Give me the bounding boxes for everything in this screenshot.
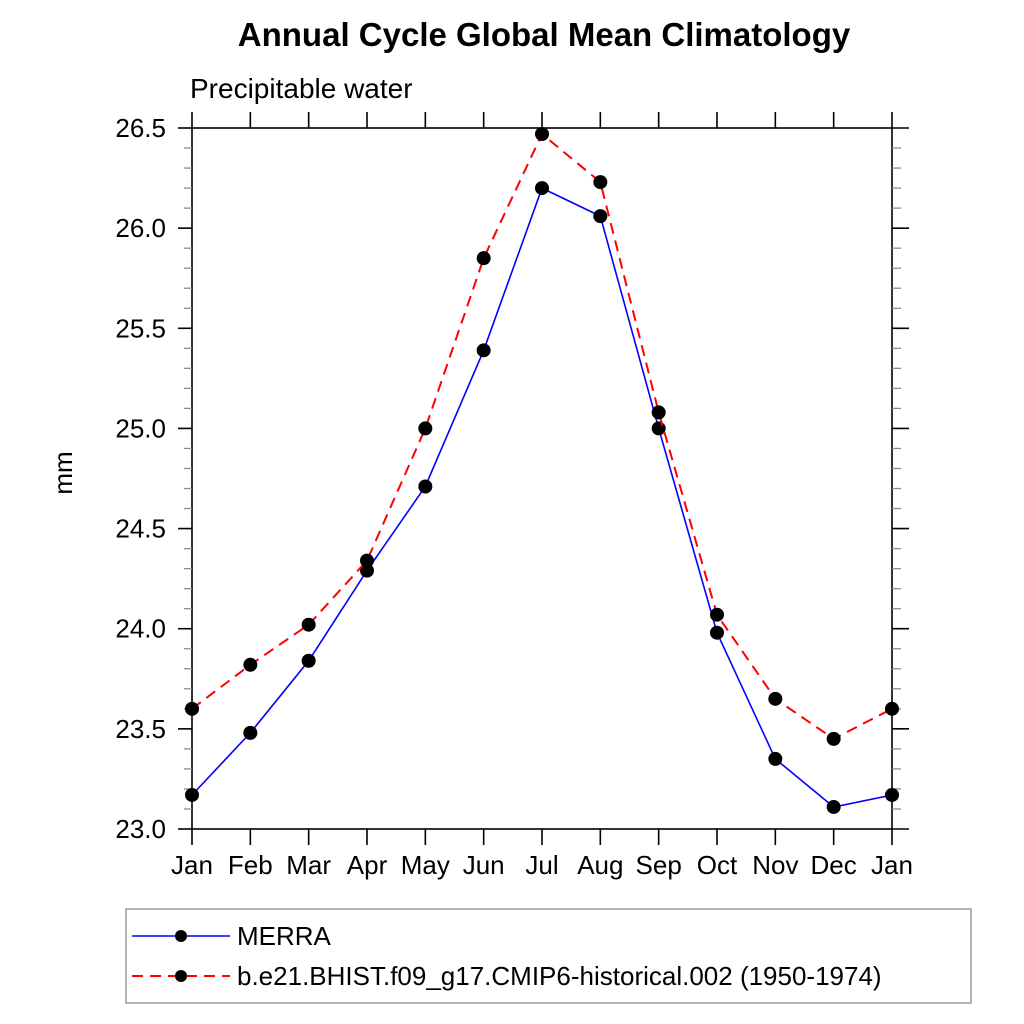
x-tick-label: Feb	[228, 850, 273, 880]
x-tick-label: Jan	[871, 850, 913, 880]
data-point	[360, 553, 374, 568]
legend: MERRA b.e21.BHIST.f09_g17.CMIP6-historica…	[125, 908, 972, 1004]
x-tick-label: Nov	[752, 850, 798, 880]
data-point	[185, 787, 199, 802]
data-point	[768, 751, 783, 766]
data-point	[243, 657, 258, 672]
data-point	[710, 625, 724, 640]
legend-marker	[175, 930, 187, 942]
y-tick-label: 26.5	[115, 113, 166, 143]
legend-box	[125, 908, 972, 1004]
chart-title: Annual Cycle Global Mean Climatology	[238, 16, 851, 53]
data-point	[826, 799, 841, 814]
y-tick-label: 26.0	[115, 213, 166, 243]
data-point	[593, 209, 608, 224]
data-point	[476, 251, 491, 266]
x-tick-label: Jan	[171, 850, 213, 880]
x-tick-label: May	[401, 850, 450, 880]
x-tick-label: Sep	[636, 850, 682, 880]
data-point	[360, 563, 374, 578]
series-line-1	[191, 132, 893, 741]
x-tick-label: Jun	[463, 850, 505, 880]
y-tick-label: 23.5	[115, 714, 166, 744]
data-point	[418, 421, 433, 436]
data-point	[476, 343, 491, 358]
data-point	[185, 701, 199, 716]
data-point	[885, 701, 899, 716]
data-point	[301, 617, 316, 632]
data-point	[826, 731, 841, 746]
chart-subtitle: Precipitable water	[190, 73, 413, 104]
x-tick-label: Aug	[577, 850, 623, 880]
series-line-0	[191, 186, 893, 808]
data-point	[710, 607, 724, 622]
data-point	[535, 127, 549, 142]
y-tick-label: 23.0	[115, 814, 166, 844]
data-point	[651, 421, 666, 436]
legend-label: b.e21.BHIST.f09_g17.CMIP6-historical.002…	[237, 961, 882, 991]
data-point	[593, 175, 608, 190]
data-point	[418, 479, 433, 494]
data-series	[185, 127, 899, 814]
data-point	[768, 691, 783, 706]
y-tick-label: 24.5	[115, 514, 166, 544]
y-axis-label: mm	[48, 451, 78, 494]
plot-frame	[191, 127, 893, 830]
x-tick-label: Mar	[286, 850, 331, 880]
y-tick-label: 25.5	[115, 313, 166, 343]
x-tick-label: Apr	[347, 850, 388, 880]
x-tick-label: Dec	[811, 850, 857, 880]
data-point	[301, 653, 316, 668]
axes-and-ticks: Jan Feb Mar Apr May Jun Jul Aug Sep Oct Nov Dec Jan2…	[115, 112, 913, 880]
data-point	[535, 181, 549, 196]
legend-marker	[175, 970, 187, 982]
legend-label: MERRA	[237, 921, 332, 951]
data-point	[885, 787, 899, 802]
x-tick-label: Oct	[697, 850, 738, 880]
data-point	[651, 405, 666, 420]
y-tick-label: 25.0	[115, 413, 166, 443]
data-point	[243, 725, 258, 740]
x-tick-label: Jul	[525, 850, 558, 880]
y-tick-label: 24.0	[115, 614, 166, 644]
